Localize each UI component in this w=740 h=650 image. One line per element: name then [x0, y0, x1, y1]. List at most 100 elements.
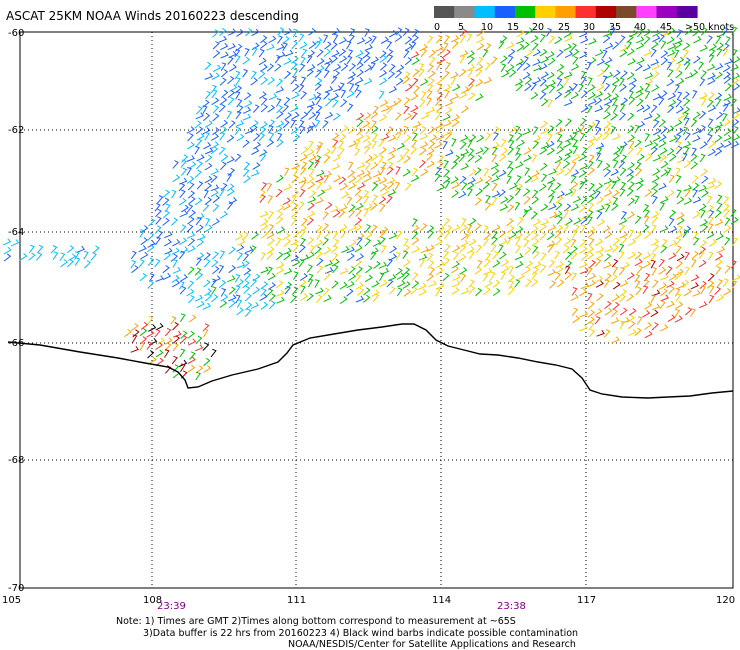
wind-barb: [451, 119, 460, 128]
wind-barb: [355, 295, 365, 303]
wind-barb: [466, 246, 475, 254]
wind-barb: [410, 93, 419, 101]
wind-barb: [620, 279, 629, 288]
wind-barb: [178, 197, 187, 206]
wind-barb: [196, 154, 205, 162]
wind-barb: [642, 260, 651, 269]
wind-barb: [274, 63, 282, 72]
wind-barb: [586, 316, 595, 325]
wind-barb: [602, 163, 611, 171]
wind-barb: [147, 244, 155, 253]
wind-barb: [579, 238, 587, 248]
wind-barb: [699, 124, 706, 134]
wind-barb: [348, 273, 357, 282]
wind-barb: [212, 113, 220, 122]
wind-barb: [340, 229, 347, 239]
wind-barb: [242, 280, 250, 289]
wind-barb: [693, 236, 700, 246]
wind-barb: [371, 280, 380, 288]
wind-barb: [260, 230, 269, 239]
wind-barb: [610, 93, 620, 101]
wind-barb: [597, 69, 605, 78]
wind-barb: [669, 225, 678, 234]
wind-barb: [612, 41, 620, 50]
wind-barb: [435, 133, 445, 141]
wind-barb: [346, 40, 352, 50]
wind-barb: [411, 231, 419, 240]
wind-barb: [187, 245, 196, 253]
wind-barb: [699, 239, 708, 248]
wind-barb: [308, 112, 317, 120]
wind-barb: [195, 105, 203, 115]
wind-barb: [682, 140, 691, 149]
wind-barb: [411, 218, 418, 227]
wind-barb: [452, 244, 461, 253]
wind-barb: [595, 280, 604, 288]
wind-barb: [564, 85, 573, 94]
wind-barb: [355, 195, 363, 204]
wind-barb: [274, 125, 283, 134]
wind-barb: [557, 190, 566, 199]
wind-barb: [674, 49, 680, 58]
wind-barb: [341, 246, 350, 254]
wind-barb: [484, 42, 492, 52]
wind-barb: [323, 48, 331, 57]
wind-barb: [619, 35, 626, 44]
wind-barb: [708, 104, 717, 113]
wind-barb: [675, 70, 683, 79]
wind-barb: [723, 208, 730, 218]
wind-barb: [483, 237, 489, 247]
wind-barb: [155, 322, 164, 331]
wind-barb: [596, 329, 605, 337]
wind-barb: [611, 189, 620, 198]
wind-barb: [323, 69, 330, 78]
wind-barb: [706, 231, 715, 239]
wind-barb: [402, 281, 411, 289]
wind-barb: [587, 301, 595, 310]
wind-barb: [730, 140, 740, 149]
wind-barb: [210, 189, 219, 197]
wind-barb: [723, 140, 732, 148]
wind-barb: [284, 49, 294, 57]
wind-barb: [651, 84, 660, 92]
wind-barb: [267, 272, 276, 281]
wind-barb: [306, 293, 314, 302]
wind-barb: [596, 218, 606, 227]
wind-barb: [202, 302, 211, 310]
wind-barb: [371, 194, 378, 203]
wind-barb: [411, 167, 419, 177]
wind-barb: [580, 105, 589, 113]
wind-barb: [555, 261, 564, 269]
wind-barb: [692, 135, 701, 143]
wind-barb: [269, 300, 276, 310]
wind-barb: [187, 141, 195, 150]
wind-barb: [268, 282, 276, 290]
wind-barb: [204, 258, 211, 268]
wind-barb: [427, 126, 436, 135]
wind-barb: [426, 225, 435, 234]
wind-barb: [346, 288, 354, 297]
wind-barb: [570, 63, 580, 71]
wind-barb: [682, 279, 690, 288]
wind-barb: [315, 105, 323, 114]
wind-barb: [314, 91, 322, 101]
wind-barb: [507, 225, 515, 234]
wind-barb: [244, 246, 254, 254]
wind-barb: [300, 273, 308, 281]
wind-barb: [612, 266, 619, 275]
wind-barb: [378, 155, 384, 164]
wind-barb: [731, 26, 738, 35]
wind-barb: [276, 132, 283, 142]
wind-barb: [381, 105, 390, 112]
wind-barb: [652, 93, 662, 101]
wind-barb: [204, 288, 212, 297]
wind-barb: [267, 77, 276, 86]
wind-barb: [322, 211, 329, 220]
wind-barb: [667, 68, 674, 78]
wind-barb: [450, 76, 457, 86]
wind-barb: [291, 40, 299, 50]
wind-barb: [260, 77, 269, 85]
wind-barb: [533, 261, 542, 269]
wind-barb: [620, 210, 627, 220]
wind-barb: [570, 174, 577, 184]
